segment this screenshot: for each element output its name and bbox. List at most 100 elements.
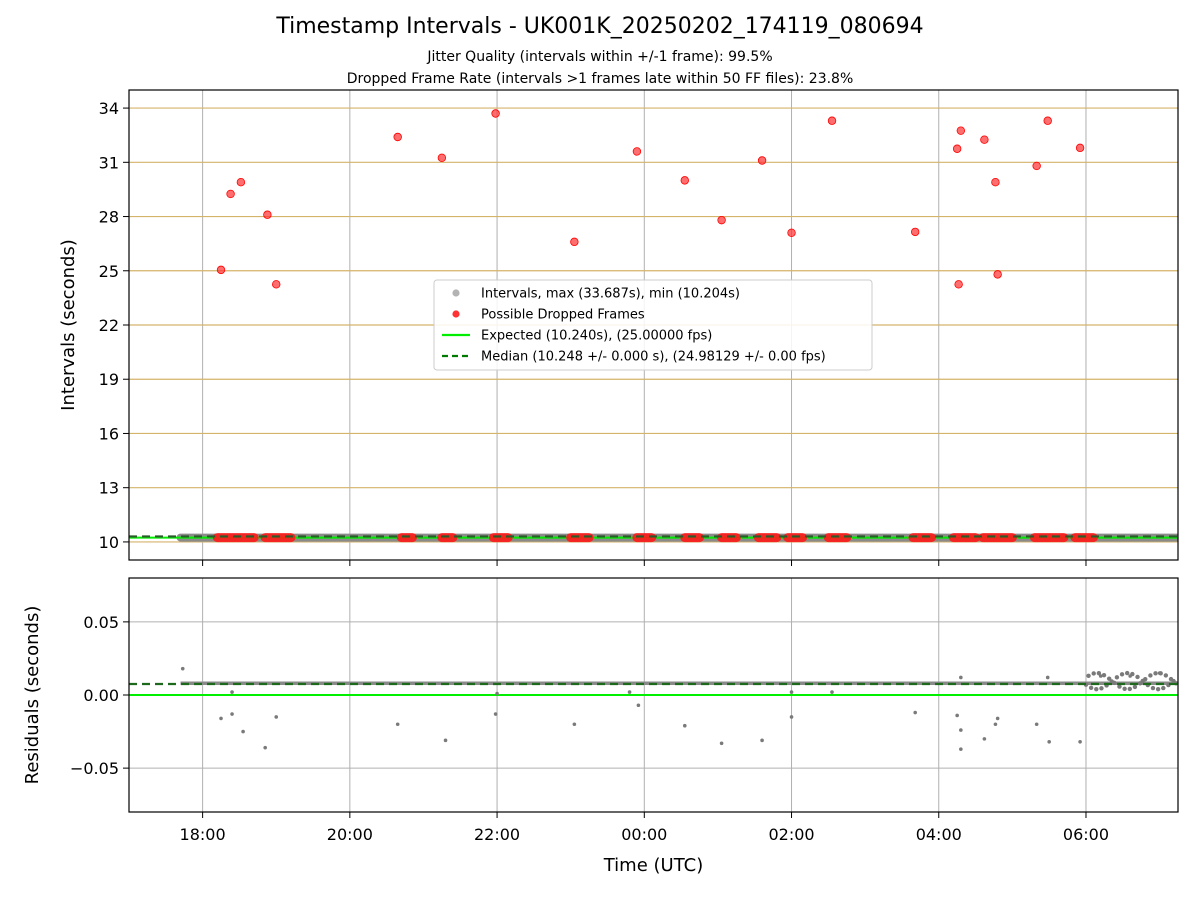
residual-cloud-point: [1119, 672, 1125, 677]
y-tick-label: 34: [99, 99, 119, 118]
residual-point: [955, 713, 959, 718]
legend-marker: [452, 289, 460, 297]
y-tick-label: 31: [99, 153, 119, 172]
residual-cloud-point: [1088, 685, 1094, 691]
residual-point: [1034, 722, 1039, 727]
dropped-frame-point: [757, 156, 767, 165]
y-axis-label: Intervals (seconds): [58, 239, 79, 411]
residual-point: [1078, 740, 1082, 744]
dropped-frame-point: [1043, 116, 1052, 125]
residual-point: [230, 712, 234, 716]
residual-point: [1157, 671, 1162, 675]
dropped-frame-point: [954, 280, 963, 289]
residuals-y-axis-label: Residuals (seconds): [22, 606, 43, 785]
residual-point: [719, 741, 724, 746]
dropped-frame-point: [263, 210, 272, 219]
residual-cloud-point: [1099, 686, 1104, 691]
residual-cloud-point: [1153, 671, 1158, 676]
residual-y-tick-label: 0.05: [83, 613, 119, 632]
dropped-frame-point: [1032, 161, 1041, 171]
residuals-panel: 18:00 20:00 22:00 00:00 02:00 04:00 06:00 −0.05…: [22, 560, 1179, 876]
dropped-frame-point: [216, 265, 226, 275]
residual-cloud-point: [1086, 673, 1091, 678]
residual-cloud-point: [1135, 674, 1140, 680]
x-tick-label: 04:00: [916, 825, 962, 844]
legend-label: Median (10.248 +/- 0.000 s), (24.98129 +…: [481, 350, 826, 365]
dropped-frame-point: [680, 176, 689, 185]
x-tick-label: 00:00: [621, 825, 667, 844]
dropped-frame-point: [236, 177, 246, 187]
residual-point: [830, 690, 834, 694]
x-tick-label: 02:00: [768, 825, 814, 844]
dropped-frame-point: [952, 144, 962, 153]
residual-point: [1098, 674, 1103, 678]
dropped-frame-point: [393, 132, 402, 142]
residual-point: [682, 723, 687, 728]
residual-point: [274, 715, 279, 719]
residual-point: [263, 745, 267, 750]
residual-cloud-point: [1132, 684, 1138, 690]
residual-cloud-point: [1117, 684, 1122, 689]
residual-cloud-point: [1161, 685, 1166, 691]
intervals-data: [129, 109, 1178, 543]
dropped-frame-subtitle: Dropped Frame Rate (intervals >1 frames …: [346, 71, 854, 87]
y-tick-label: 19: [99, 370, 119, 389]
residual-cloud-point: [1122, 686, 1127, 692]
residual-cloud-point: [1143, 676, 1148, 682]
intervals-frame: [128, 89, 1179, 561]
residual-cloud-point: [1106, 676, 1112, 681]
residual-cloud-point: [1094, 686, 1099, 692]
residual-y-tick-label: 0.00: [83, 686, 119, 705]
residual-cloud-point: [1114, 675, 1120, 680]
residual-point: [241, 729, 245, 734]
residual-point: [180, 666, 185, 671]
dropped-frame-point: [991, 177, 1000, 187]
residual-point: [443, 738, 448, 743]
y-tick-label: 25: [99, 262, 119, 281]
intervals-panel: 10 13 16 19 22 25 28 31 34 Intervals (seconds) Int…: [58, 89, 1179, 561]
legend-marker: [452, 310, 460, 318]
residual-cloud-point: [1127, 686, 1132, 692]
residual-point: [627, 690, 632, 694]
residual-point: [1045, 675, 1050, 680]
legend-box: [433, 279, 873, 371]
residual-point: [913, 710, 917, 715]
y-tick-label: 16: [99, 424, 119, 443]
dropped-frame-point: [570, 237, 579, 247]
y-tick-label: 28: [99, 208, 119, 227]
residual-point: [572, 722, 577, 727]
dropped-frame-point: [980, 135, 989, 144]
residual-point: [219, 716, 223, 721]
residual-point: [959, 728, 963, 732]
dropped-frame-point: [272, 280, 281, 289]
x-tick-label: 20:00: [327, 825, 373, 844]
dropped-frame-point: [827, 116, 837, 125]
residual-point: [636, 703, 641, 708]
dropped-frame-point: [491, 109, 500, 118]
y-tick-label: 10: [99, 533, 119, 552]
residual-cloud-point: [1101, 672, 1107, 678]
dropped-frame-point: [787, 228, 796, 238]
dropped-frame-point: [910, 227, 920, 237]
x-tick-label: 18:00: [180, 825, 226, 844]
y-tick-label: 13: [99, 479, 119, 498]
residuals-data: [129, 666, 1178, 751]
dropped-frame-point: [632, 147, 642, 156]
residuals-frame: [128, 577, 1179, 813]
residual-cloud-point: [1112, 680, 1117, 686]
dropped-frame-point: [1075, 143, 1085, 153]
dropped-frame-point: [226, 189, 235, 199]
dropped-frame-point: [993, 270, 1002, 279]
residual-point: [495, 691, 499, 696]
residual-point: [230, 690, 234, 694]
residual-cloud-point: [1163, 673, 1169, 678]
dropped-frame-point: [437, 153, 447, 162]
residual-y-tick-label: −0.05: [70, 759, 119, 778]
residual-cloud-point: [1125, 670, 1130, 676]
y-tick-label: 22: [99, 316, 119, 335]
legend-label: Expected (10.240s), (25.00000 fps): [481, 329, 712, 344]
residual-point: [995, 716, 1000, 721]
residual-cloud-point: [1091, 671, 1096, 676]
residual-point: [1047, 740, 1051, 744]
